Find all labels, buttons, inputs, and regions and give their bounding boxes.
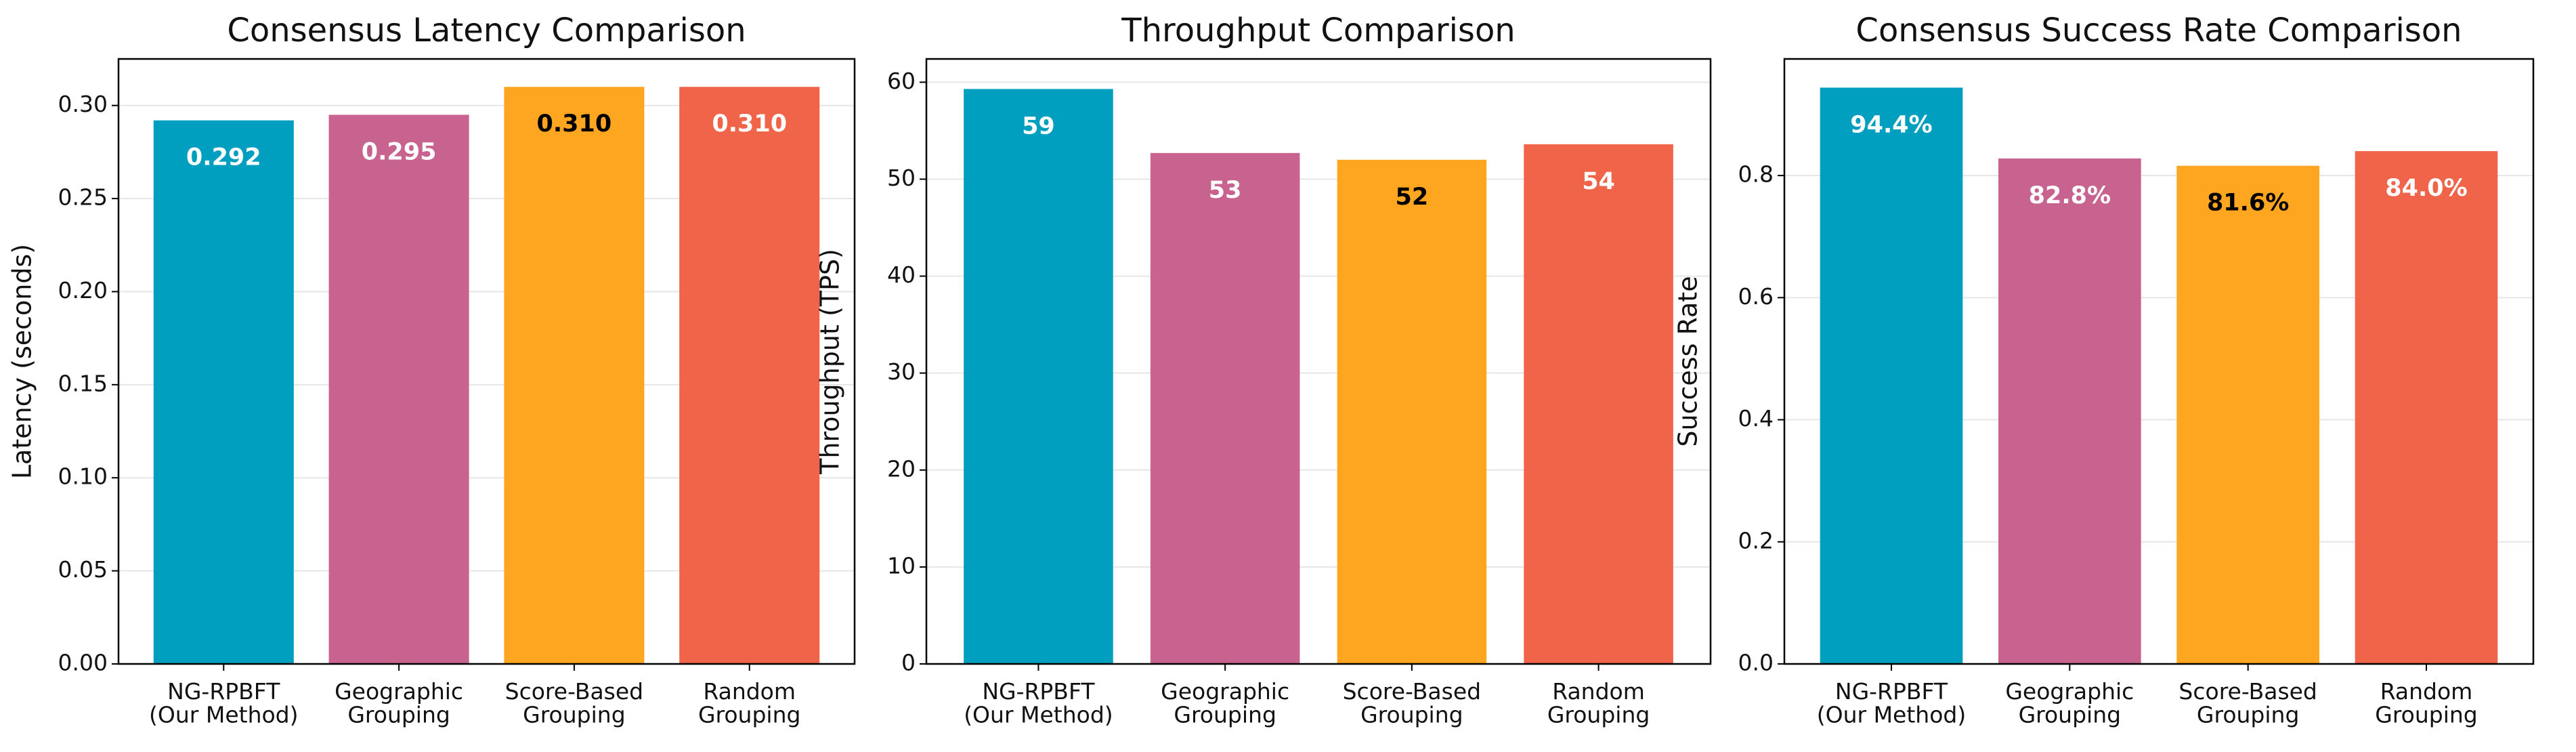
bar bbox=[1337, 159, 1487, 665]
bar bbox=[1150, 152, 1300, 665]
value-label: 82.8% bbox=[2029, 182, 2111, 209]
bar bbox=[2355, 151, 2498, 664]
bar bbox=[504, 87, 645, 664]
x-tick-label: Random Grouping bbox=[1547, 678, 1650, 728]
axes-frame bbox=[117, 58, 856, 665]
value-label: 54 bbox=[1582, 168, 1615, 195]
bar bbox=[153, 120, 294, 665]
y-axis-label: Throughput (TPS) bbox=[815, 249, 845, 475]
y-tick-label: 20 bbox=[887, 455, 916, 482]
x-tick-label: Geographic Grouping bbox=[1161, 678, 1289, 728]
y-tick-label: 0.15 bbox=[58, 370, 108, 396]
y-tick-label: 0.4 bbox=[1738, 405, 1774, 432]
bar bbox=[679, 87, 820, 664]
bar bbox=[2176, 165, 2319, 665]
value-label: 53 bbox=[1209, 177, 1242, 204]
x-tick-label: NG-RPBFT (Our Method) bbox=[1817, 678, 1966, 728]
value-label: 59 bbox=[1022, 112, 1055, 140]
bar bbox=[1998, 158, 2141, 665]
value-label: 94.4% bbox=[1850, 111, 1932, 138]
y-tick-label: 0.0 bbox=[1738, 650, 1774, 676]
x-tick-label: Geographic Grouping bbox=[2005, 678, 2134, 728]
y-tick-label: 0 bbox=[901, 650, 916, 676]
x-tick-label: NG-RPBFT (Our Method) bbox=[964, 678, 1113, 728]
axes-frame bbox=[1783, 58, 2535, 665]
y-axis-label: Success Rate bbox=[1673, 276, 1703, 446]
value-label: 0.310 bbox=[537, 110, 612, 138]
x-tick-label: Score-Based Grouping bbox=[505, 678, 643, 728]
x-tick-label: NG-RPBFT (Our Method) bbox=[149, 678, 298, 728]
x-tick-label: Score-Based Grouping bbox=[1343, 678, 1481, 728]
y-tick-label: 50 bbox=[887, 165, 916, 191]
y-tick-label: 0.2 bbox=[1738, 527, 1774, 553]
y-axis-label: Latency (seconds) bbox=[7, 244, 37, 479]
y-tick-label: 0.20 bbox=[58, 277, 108, 304]
y-tick-label: 40 bbox=[887, 262, 916, 288]
value-label: 0.295 bbox=[362, 138, 437, 165]
value-label: 0.310 bbox=[712, 110, 787, 138]
y-tick-label: 0.00 bbox=[58, 650, 108, 676]
x-tick-label: Score-Based Grouping bbox=[2178, 678, 2317, 728]
chart-title: Throughput Comparison bbox=[1121, 12, 1515, 49]
x-tick-label: Random Grouping bbox=[2375, 678, 2478, 728]
bar bbox=[1820, 87, 1963, 664]
y-tick-label: 0.25 bbox=[58, 184, 108, 211]
value-label: 81.6% bbox=[2207, 190, 2289, 217]
chart-title: Consensus Success Rate Comparison bbox=[1855, 12, 2462, 49]
x-tick-label: Random Grouping bbox=[698, 678, 801, 728]
y-tick-label: 0.30 bbox=[58, 91, 108, 117]
axes-frame bbox=[925, 58, 1712, 665]
chart-title: Consensus Latency Comparison bbox=[227, 12, 746, 49]
value-label: 84.0% bbox=[2385, 175, 2467, 202]
y-tick-label: 0.6 bbox=[1738, 283, 1774, 310]
x-tick-label: Geographic Grouping bbox=[335, 678, 463, 728]
value-label: 52 bbox=[1395, 184, 1428, 211]
bar bbox=[328, 114, 469, 664]
y-tick-label: 30 bbox=[887, 358, 916, 385]
y-tick-label: 60 bbox=[887, 68, 916, 94]
bar bbox=[1524, 144, 1673, 664]
y-tick-label: 0.8 bbox=[1738, 161, 1774, 188]
y-tick-label: 0.05 bbox=[58, 556, 108, 583]
bar bbox=[964, 89, 1113, 665]
y-tick-label: 10 bbox=[887, 552, 916, 579]
y-tick-label: 0.10 bbox=[58, 463, 108, 490]
value-label: 0.292 bbox=[186, 144, 261, 171]
